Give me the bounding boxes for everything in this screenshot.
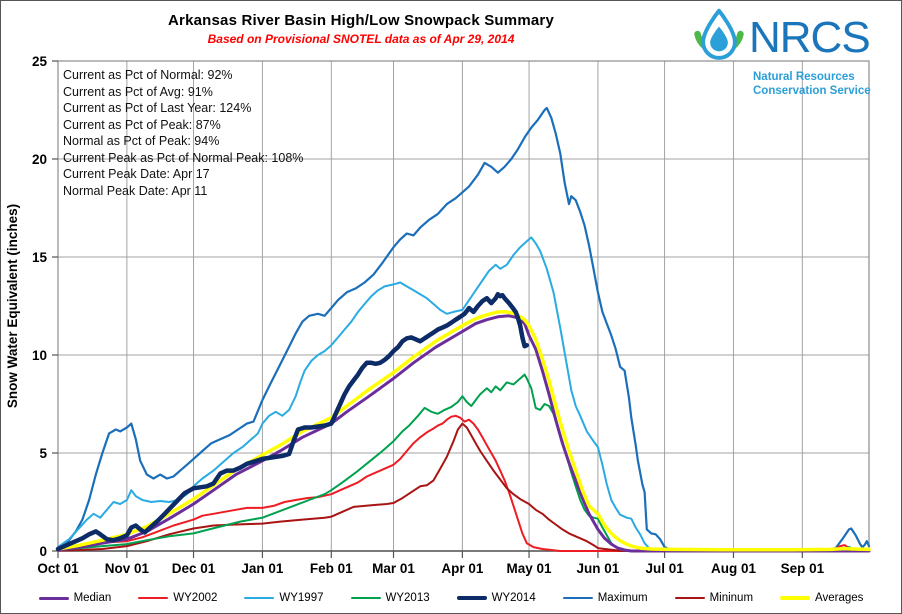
x-tick-label: Jan 01 — [241, 561, 284, 576]
legend-item-wy2014: WY2014 — [456, 592, 536, 604]
legend-label: Median — [73, 592, 112, 604]
x-tick-label: Apr 01 — [441, 561, 484, 576]
series-line-mininum — [57, 422, 870, 552]
y-tick-label: 25 — [32, 54, 48, 69]
x-tick-label: Aug 01 — [711, 561, 757, 576]
legend-line-swatch — [780, 596, 811, 600]
stats-line: Current as Pct of Avg: 91% — [63, 84, 213, 99]
legend-item-wy2013: WY2013 — [350, 592, 430, 604]
y-tick-label: 10 — [32, 348, 47, 363]
series-line-wy2014 — [55, 291, 530, 552]
legend-label: WY2002 — [173, 592, 218, 604]
legend-label: Averages — [815, 592, 864, 604]
legend-item-maximum: Maximum — [562, 592, 648, 604]
legend-label: Maximum — [597, 592, 648, 604]
legend-label: WY1997 — [279, 592, 324, 604]
x-tick-label: Jul 01 — [645, 561, 684, 576]
legend-label: WY2013 — [385, 592, 430, 604]
legend-line-swatch — [456, 595, 487, 601]
x-tick-label: Jun 01 — [577, 561, 620, 576]
stats-line: Normal Peak Date: Apr 11 — [63, 183, 208, 198]
series-line-wy2002 — [57, 414, 870, 552]
stats-line: Current as Pct of Last Year: 124% — [63, 101, 252, 115]
series-line-maximum — [56, 106, 871, 553]
stats-line: Current Peak Date: Apr 17 — [63, 167, 210, 181]
y-tick-label: 15 — [32, 250, 48, 265]
stats-line: Current as Pct of Peak: 87% — [63, 117, 221, 132]
x-tick-label: Mar 01 — [372, 561, 415, 576]
chart-subtitle: Based on Provisional SNOTEL data as of A… — [207, 32, 515, 46]
series-line-averages — [56, 310, 871, 552]
y-tick-label: 0 — [39, 544, 47, 559]
stats-line: Current Peak as Pct of Normal Peak: 108% — [63, 150, 304, 165]
stats-line: Current as Pct of Normal: 92% — [63, 68, 233, 82]
nrcs-logo: NRCS Natural Resources Conservation Serv… — [691, 7, 887, 98]
series-line-wy2013 — [57, 373, 870, 552]
legend-item-wy1997: WY1997 — [244, 592, 324, 604]
series-line-wy1997 — [57, 236, 870, 552]
water-drop-icon — [691, 7, 747, 68]
x-tick-label: Sep 01 — [781, 561, 825, 576]
chart-legend: Median WY2002 WY1997 WY2013 WY2014 Maximum Min… — [1, 592, 901, 604]
nrcs-org-name: Natural Resources Conservation Service — [753, 71, 871, 97]
x-tick-label: Oct 01 — [37, 561, 79, 576]
legend-line-swatch — [244, 596, 275, 600]
x-tick-label: Nov 01 — [105, 561, 150, 576]
legend-line-swatch — [38, 596, 69, 600]
chart-title: Arkansas River Basin High/Low Snowpack S… — [168, 12, 554, 29]
x-tick-label: Feb 01 — [310, 561, 353, 576]
y-axis-title: Snow Water Equivalent (inches) — [5, 204, 20, 408]
legend-item-wy2002: WY2002 — [138, 592, 217, 604]
legend-item-median: Median — [38, 592, 112, 604]
stats-line: Normal as Pct of Peak: 94% — [63, 134, 220, 148]
legend-label: Mininum — [709, 592, 754, 604]
legend-label: WY2014 — [491, 592, 536, 604]
legend-item-mininum: Mininum — [674, 592, 754, 604]
stats-annotation-block: Current as Pct of Normal: 92% Current as … — [63, 67, 303, 199]
y-tick-label: 5 — [39, 446, 47, 461]
nrcs-acronym: NRCS — [749, 12, 871, 62]
legend-item-averages: Averages — [780, 592, 863, 604]
x-tick-label: May 01 — [507, 561, 553, 576]
x-tick-label: Dec 01 — [172, 561, 216, 576]
series-line-median — [56, 314, 871, 553]
legend-line-swatch — [562, 596, 593, 600]
legend-line-swatch — [138, 596, 169, 600]
legend-line-swatch — [350, 596, 381, 600]
legend-line-swatch — [674, 596, 705, 600]
y-tick-label: 20 — [32, 152, 47, 167]
